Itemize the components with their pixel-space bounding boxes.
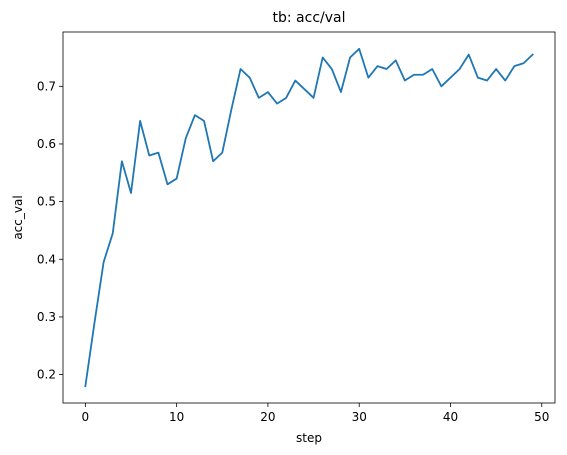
y-tick-label: 0.6	[37, 137, 56, 151]
series-group	[84, 47, 534, 388]
y-tick-label: 0.2	[37, 368, 56, 382]
y-axis-ticks: 0.2 0.3 0.4 0.5 0.6 0.7	[37, 79, 63, 382]
y-tick-label: 0.5	[37, 195, 56, 209]
x-tick-label: 0	[82, 410, 90, 424]
chart-title: tb: acc/val	[273, 10, 346, 26]
y-tick-label: 0.7	[37, 79, 56, 93]
x-tick-label: 40	[443, 410, 458, 424]
y-axis-label: acc_val	[11, 195, 25, 239]
y-tick-label: 0.4	[37, 252, 56, 266]
x-tick-label: 20	[260, 410, 275, 424]
x-tick-label: 10	[169, 410, 184, 424]
x-tick-label: 30	[352, 410, 367, 424]
x-tick-label: 50	[534, 410, 549, 424]
x-axis-label: step	[296, 431, 322, 445]
x-axis-ticks: 0 10 20 30 40 50	[82, 403, 549, 424]
y-tick-label: 0.3	[37, 310, 56, 324]
series-line	[84, 47, 534, 388]
plot-frame	[62, 31, 556, 404]
